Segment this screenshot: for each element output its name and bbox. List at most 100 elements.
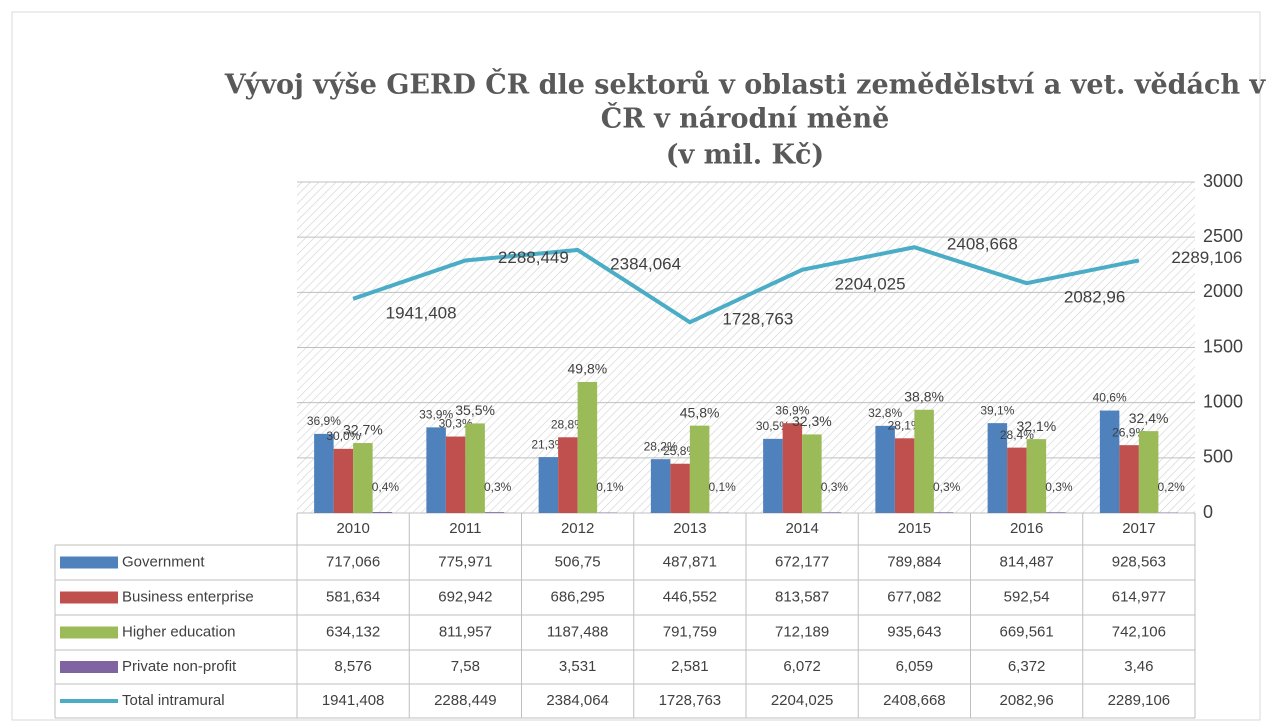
data-label: 32,8% bbox=[868, 406, 902, 420]
bar bbox=[372, 512, 393, 513]
bar bbox=[670, 463, 690, 513]
table-cell: 2289,106 bbox=[1108, 692, 1171, 709]
bar bbox=[314, 433, 334, 513]
table-cell: 2,581 bbox=[671, 658, 709, 675]
y-tick-label: 0 bbox=[1203, 502, 1213, 522]
data-label: 32,1% bbox=[1017, 418, 1057, 434]
bar bbox=[333, 448, 354, 513]
table-cell: 2204,025 bbox=[771, 692, 834, 709]
data-label: 36,9% bbox=[307, 414, 341, 428]
table-cell: 935,643 bbox=[887, 623, 941, 640]
data-label: 33,9% bbox=[419, 408, 453, 422]
table-cell: 791,759 bbox=[663, 623, 717, 640]
table-cell: 7,58 bbox=[451, 658, 480, 675]
data-label: 25,8% bbox=[663, 444, 697, 458]
table-cell: 813,587 bbox=[775, 588, 829, 605]
data-label: 28,4% bbox=[1000, 428, 1034, 442]
data-label: 30,5% bbox=[756, 419, 790, 433]
x-tick-label: 2013 bbox=[673, 520, 706, 537]
table-cell: 446,552 bbox=[663, 588, 717, 605]
table-cell: 2384,064 bbox=[546, 692, 609, 709]
table-cell: 814,487 bbox=[1000, 553, 1054, 570]
x-tick-label: 2011 bbox=[449, 520, 481, 537]
data-label: 38,8% bbox=[904, 388, 944, 404]
legend-key bbox=[60, 591, 118, 604]
data-label: 2384,064 bbox=[610, 254, 681, 273]
bar bbox=[782, 423, 803, 513]
bar bbox=[1099, 410, 1120, 513]
bar bbox=[577, 381, 598, 513]
table-cell: 592,54 bbox=[1004, 588, 1050, 605]
chart-title: Vývoj výše GERD ČR dle sektorů v oblasti… bbox=[224, 67, 1267, 101]
table-cell: 686,295 bbox=[551, 588, 605, 605]
bar bbox=[1138, 431, 1159, 513]
bar bbox=[987, 423, 1008, 513]
table-cell: 634,132 bbox=[326, 623, 380, 640]
bar bbox=[1046, 512, 1066, 513]
data-label: 28,1% bbox=[888, 418, 922, 432]
data-label: 45,8% bbox=[680, 404, 720, 420]
data-label: 2408,668 bbox=[947, 235, 1018, 254]
y-tick-label: 2500 bbox=[1203, 226, 1243, 246]
bar bbox=[1007, 447, 1027, 513]
x-tick-label: 2017 bbox=[1122, 520, 1155, 537]
bar bbox=[558, 437, 578, 513]
bar bbox=[1119, 445, 1139, 513]
y-tick-label: 2000 bbox=[1203, 281, 1243, 301]
table-cell: 2408,668 bbox=[883, 692, 946, 709]
bar bbox=[650, 459, 671, 513]
y-tick-label: 500 bbox=[1203, 447, 1233, 467]
legend-label: Higher education bbox=[122, 623, 235, 640]
table-cell: 811,957 bbox=[439, 623, 492, 640]
legend-label: Business enterprise bbox=[122, 588, 254, 605]
legend-key bbox=[60, 626, 118, 639]
data-label: 36,9% bbox=[775, 403, 809, 417]
legend-label: Private non-profit bbox=[122, 658, 237, 675]
table-cell: 789,884 bbox=[887, 553, 941, 570]
table-cell: 1941,408 bbox=[322, 692, 385, 709]
data-label: 0,3% bbox=[933, 480, 961, 494]
data-label: 32,4% bbox=[1129, 410, 1169, 426]
table-cell: 692,942 bbox=[438, 588, 492, 605]
data-label: 0,3% bbox=[484, 480, 512, 494]
x-tick-label: 2012 bbox=[561, 520, 594, 537]
legend-key bbox=[60, 556, 118, 569]
y-tick-label: 3000 bbox=[1203, 171, 1243, 191]
line bbox=[352, 245, 1140, 325]
table-cell: 712,189 bbox=[775, 623, 829, 640]
chart-border bbox=[11, 11, 1261, 721]
table-cell: 677,082 bbox=[887, 588, 941, 605]
table-cell: 672,177 bbox=[775, 553, 829, 570]
bar bbox=[1026, 439, 1047, 513]
x-tick-label: 2015 bbox=[898, 520, 931, 537]
data-label: 0,3% bbox=[821, 480, 849, 494]
table-cell: 6,059 bbox=[896, 658, 934, 675]
chart-title: ČR v národní měně bbox=[601, 101, 890, 135]
table-cell: 1728,763 bbox=[659, 692, 722, 709]
table-cell: 742,106 bbox=[1112, 623, 1166, 640]
bar bbox=[353, 443, 373, 513]
table-cell: 3,531 bbox=[559, 658, 597, 675]
y-tick-label: 1500 bbox=[1203, 336, 1243, 356]
legend-label: Government bbox=[122, 553, 205, 570]
data-label: 2082,96 bbox=[1064, 288, 1125, 307]
legend-label: Total intramural bbox=[122, 692, 225, 709]
bar bbox=[426, 427, 446, 513]
data-label: 2288,449 bbox=[498, 248, 569, 267]
data-label: 49,8% bbox=[568, 361, 608, 377]
table-cell: 669,561 bbox=[1000, 623, 1054, 640]
data-label: 0,2% bbox=[1157, 480, 1185, 494]
bar bbox=[875, 425, 895, 513]
bar bbox=[445, 436, 466, 513]
table-cell: 928,563 bbox=[1112, 553, 1166, 570]
table-cell: 1187,488 bbox=[547, 623, 608, 640]
table-cell: 717,066 bbox=[326, 553, 380, 570]
table-cell: 6,372 bbox=[1008, 658, 1046, 675]
table-cell: 6,072 bbox=[783, 658, 821, 675]
data-label: 2289,106 bbox=[1171, 248, 1242, 267]
data-label: 0,3% bbox=[1045, 480, 1073, 494]
x-tick-label: 2010 bbox=[336, 520, 369, 537]
data-label: 40,6% bbox=[1093, 391, 1127, 405]
bar bbox=[465, 423, 485, 513]
